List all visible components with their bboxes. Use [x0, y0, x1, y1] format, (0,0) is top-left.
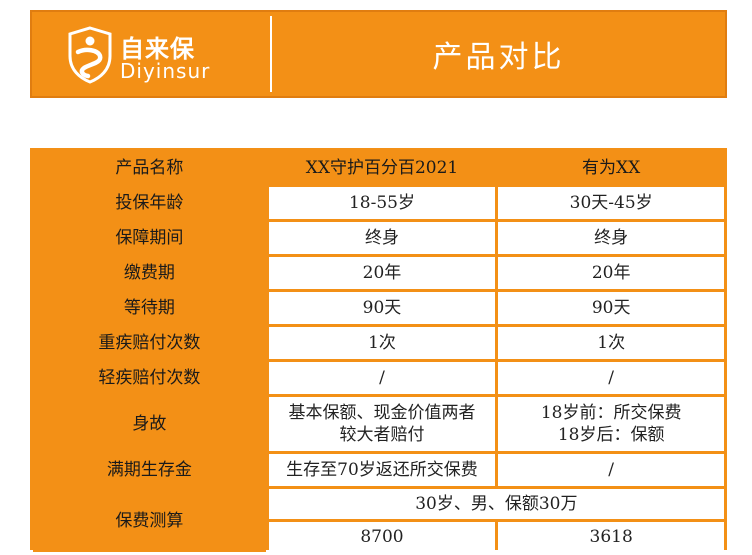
row-label: 身故: [33, 397, 266, 451]
death-b-line-2: 18岁后：保额: [557, 425, 665, 445]
death-a-line-2: 较大者赔付: [339, 425, 425, 445]
row-value-a: 1次: [268, 327, 496, 359]
row-value-b: 终身: [498, 222, 724, 254]
premium-condition: 30岁、男、保额30万: [268, 489, 724, 519]
row-value-b: 1次: [498, 327, 724, 359]
maturity-value-b: /: [498, 454, 724, 486]
premium-value-b: 3618: [498, 522, 724, 552]
table-row: 轻疾赔付次数 / /: [33, 362, 724, 394]
maturity-value-a: 生存至70岁返还所交保费: [268, 454, 496, 486]
row-value-b: 20年: [498, 257, 724, 289]
table-row: 缴费期 20年 20年: [33, 257, 724, 289]
table-header-row: 产品名称 XX守护百分百2021 有为XX: [33, 151, 724, 184]
page-title: 产品对比: [432, 40, 565, 75]
table-row-premium-values: 8700 3618: [33, 522, 724, 552]
row-value-a: 20年: [268, 257, 496, 289]
header-product-name: 产品名称: [33, 151, 266, 184]
banner-divider: [270, 16, 272, 92]
logo-chinese-text: 自来保: [120, 35, 195, 63]
row-value-b: /: [498, 362, 724, 394]
row-label: 保障期间: [33, 222, 266, 254]
death-a-line-1: 基本保额、现金价值两者: [288, 403, 476, 423]
row-label: 等待期: [33, 292, 266, 324]
death-benefit-b: 18岁前：所交保费 18岁后：保额: [498, 397, 724, 451]
death-b-line-1: 18岁前：所交保费: [540, 403, 682, 423]
shield-logo-icon: [68, 26, 112, 84]
row-value-a: 90天: [268, 292, 496, 324]
row-value-b: 90天: [498, 292, 724, 324]
table-row: 重疾赔付次数 1次 1次: [33, 327, 724, 359]
row-value-a: 18-55岁: [268, 187, 496, 219]
row-label: 投保年龄: [33, 187, 266, 219]
row-label: 缴费期: [33, 257, 266, 289]
logo-english-text: Diyinsur: [120, 59, 211, 83]
table-row: 等待期 90天 90天: [33, 292, 724, 324]
row-label: 保费测算: [33, 489, 266, 552]
row-value-a: /: [268, 362, 496, 394]
premium-value-a: 8700: [268, 522, 496, 552]
row-value-b: 30天-45岁: [498, 187, 724, 219]
table-row: 投保年龄 18-55岁 30天-45岁: [33, 187, 724, 219]
comparison-table-wrapper: 产品名称 XX守护百分百2021 有为XX 投保年龄 18-55岁 30天-45…: [30, 148, 727, 552]
row-label: 轻疾赔付次数: [33, 362, 266, 394]
header-banner: 自来保 Diyinsur 产品对比: [30, 10, 727, 98]
comparison-table: 产品名称 XX守护百分百2021 有为XX 投保年龄 18-55岁 30天-45…: [30, 148, 727, 555]
table-row-death: 身故 基本保额、现金价值两者 较大者赔付 18岁前：所交保费 18岁后：保额: [33, 397, 724, 451]
brand-logo: 自来保 Diyinsur: [32, 12, 272, 96]
row-label: 重疾赔付次数: [33, 327, 266, 359]
header-product-a: XX守护百分百2021: [268, 151, 496, 184]
table-row-premium-condition: 保费测算 30岁、男、保额30万: [33, 489, 724, 552]
table-row: 保障期间 终身 终身: [33, 222, 724, 254]
death-benefit-a: 基本保额、现金价值两者 较大者赔付: [268, 397, 496, 451]
row-label: 满期生存金: [33, 454, 266, 486]
row-value-a: 终身: [268, 222, 496, 254]
table-row-maturity: 满期生存金 生存至70岁返还所交保费 /: [33, 454, 724, 486]
header-product-b: 有为XX: [498, 151, 724, 184]
